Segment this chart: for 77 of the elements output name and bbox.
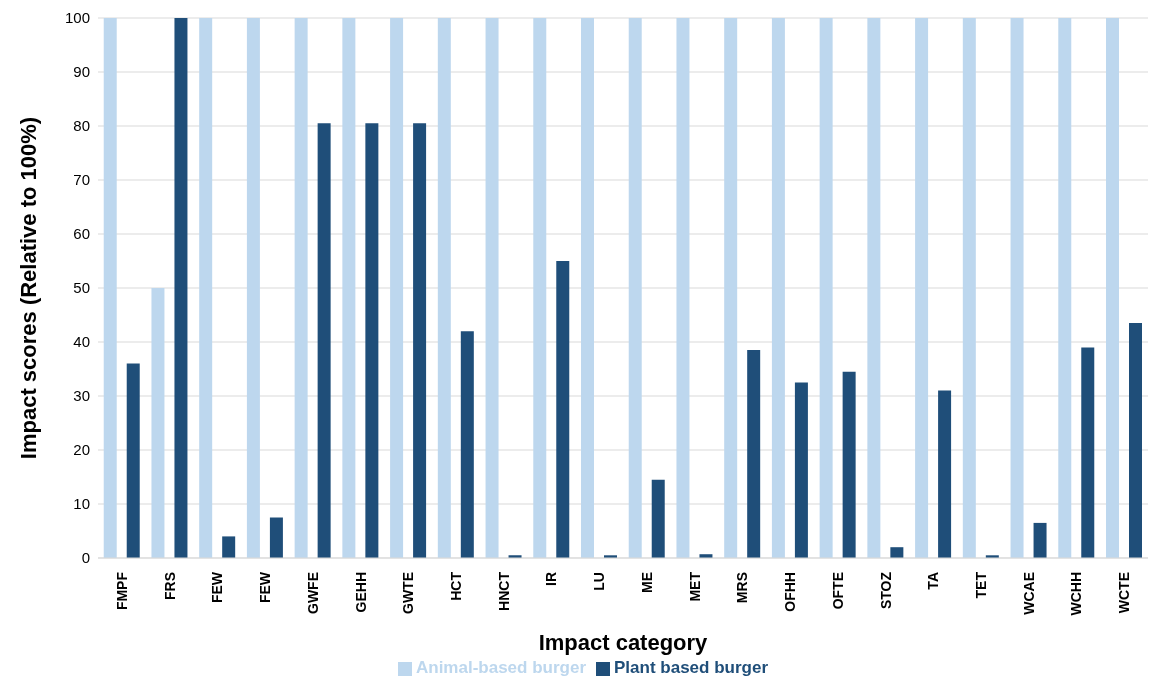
x-tick-label: TET (972, 571, 989, 599)
bar (771, 18, 785, 558)
bar (628, 18, 642, 558)
x-tick-label: IR (543, 572, 560, 586)
bar (317, 123, 331, 558)
x-tick-label: HCT (447, 571, 464, 601)
bar (890, 547, 904, 558)
bar (676, 18, 690, 558)
bar (915, 18, 929, 558)
y-tick-label: 20 (73, 441, 90, 459)
bar (842, 371, 856, 558)
bar (485, 18, 499, 558)
x-tick-label: OFTE (829, 572, 846, 610)
bar (1081, 347, 1095, 558)
y-tick-label: 0 (81, 549, 90, 567)
y-tick-label: 60 (73, 225, 90, 243)
x-tick-label: GWFE (304, 572, 321, 614)
bar (342, 18, 356, 558)
y-tick-label: 10 (73, 495, 90, 513)
bar (294, 18, 308, 558)
bar (651, 479, 665, 558)
bar (533, 18, 547, 558)
bar (1129, 323, 1142, 558)
bar (126, 363, 140, 558)
bar (1010, 18, 1024, 558)
x-tick-label: HNCT (495, 571, 512, 611)
bar (867, 18, 881, 558)
x-tick-label: OFHH (782, 572, 799, 612)
x-tick-label: STOZ (877, 571, 894, 610)
bar (269, 517, 283, 558)
bar (390, 18, 404, 558)
y-tick-label: 70 (73, 171, 90, 189)
bar (151, 288, 165, 558)
bar (794, 382, 808, 558)
bar (1033, 522, 1047, 558)
bar (460, 331, 474, 558)
x-tick-label: FMPF (113, 571, 130, 611)
bar (938, 390, 952, 558)
y-tick-label: 40 (73, 333, 90, 351)
bar (174, 18, 188, 558)
y-axis-title: Impact scores (Relative to 100%) (15, 116, 41, 460)
x-tick-label: FRS (161, 572, 178, 600)
x-tick-label: LU (591, 572, 608, 591)
x-tick-label: MET (686, 571, 703, 602)
x-tick-label: GWTE (400, 572, 417, 614)
bar (246, 18, 260, 558)
bar (819, 18, 833, 558)
x-tick-label: ME (638, 572, 655, 593)
bar (1058, 18, 1072, 558)
x-tick-label: GEHH (352, 572, 369, 613)
bar (437, 18, 451, 558)
x-tick-label: MRS (734, 572, 751, 604)
bar (103, 18, 117, 558)
bar (1106, 18, 1119, 558)
bar (747, 350, 761, 558)
bar (724, 18, 738, 558)
y-tick-label: 90 (73, 63, 90, 81)
x-axis-title: Impact category (538, 630, 709, 655)
bar (413, 123, 427, 558)
x-tick-label: WCAE (1020, 572, 1037, 615)
bar (222, 536, 236, 558)
y-tick-label: 50 (73, 279, 90, 297)
x-tick-label: TA (925, 572, 942, 590)
bar (962, 18, 976, 558)
bar (581, 18, 594, 558)
bar (556, 261, 570, 558)
bar (199, 18, 213, 558)
y-tick-label: 80 (73, 117, 90, 135)
x-tick-label: FEW (209, 571, 226, 604)
legend-label: Animal-based burger (415, 658, 587, 677)
x-tick-label: WCTE (1116, 572, 1133, 614)
legend-label: Plant based burger (614, 658, 769, 677)
y-tick-label: 100 (64, 9, 90, 27)
x-tick-label: FEW (257, 571, 274, 604)
bar (365, 123, 379, 558)
y-tick-label: 30 (73, 387, 90, 405)
x-tick-label: WCHH (1068, 572, 1085, 616)
